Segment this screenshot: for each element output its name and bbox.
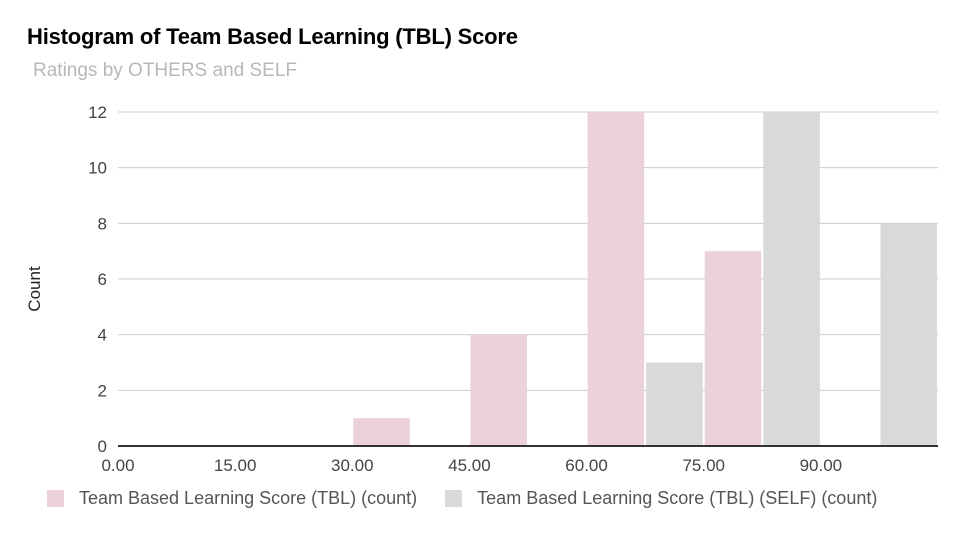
x-tick-label: 60.00	[565, 456, 608, 475]
bar-self	[763, 112, 820, 446]
y-tick-label: 4	[98, 326, 107, 345]
bar-others	[470, 334, 527, 446]
bar-others	[587, 112, 645, 446]
y-tick-label: 0	[98, 437, 107, 456]
x-tick-label: 90.00	[800, 456, 843, 475]
y-tick-label: 2	[98, 381, 107, 400]
x-tick-label: 15.00	[214, 456, 257, 475]
y-tick-label: 6	[98, 270, 107, 289]
legend-swatch-others	[47, 490, 64, 507]
chart-subtitle: Ratings by OTHERS and SELF	[33, 60, 297, 81]
bar-others	[353, 418, 410, 446]
bar-self	[880, 223, 937, 446]
chart-title: Histogram of Team Based Learning (TBL) S…	[27, 24, 518, 49]
legend-item-others[interactable]: Team Based Learning Score (TBL) (count)	[47, 488, 417, 509]
y-tick-label: 12	[88, 103, 107, 122]
bar-self	[646, 362, 703, 446]
x-tick-label: 30.00	[331, 456, 374, 475]
bar-others	[704, 251, 762, 446]
x-tick-label: 45.00	[448, 456, 491, 475]
y-tick-label: 10	[88, 159, 107, 178]
x-tick-label: 75.00	[682, 456, 725, 475]
legend-item-self[interactable]: Team Based Learning Score (TBL) (SELF) (…	[445, 488, 877, 509]
legend: Team Based Learning Score (TBL) (count) …	[47, 488, 905, 509]
legend-label-others: Team Based Learning Score (TBL) (count)	[79, 488, 418, 508]
legend-label-self: Team Based Learning Score (TBL) (SELF) (…	[477, 488, 878, 508]
x-tick-label: 0.00	[101, 456, 134, 475]
legend-swatch-self	[445, 490, 463, 507]
y-tick-label: 8	[98, 214, 107, 233]
